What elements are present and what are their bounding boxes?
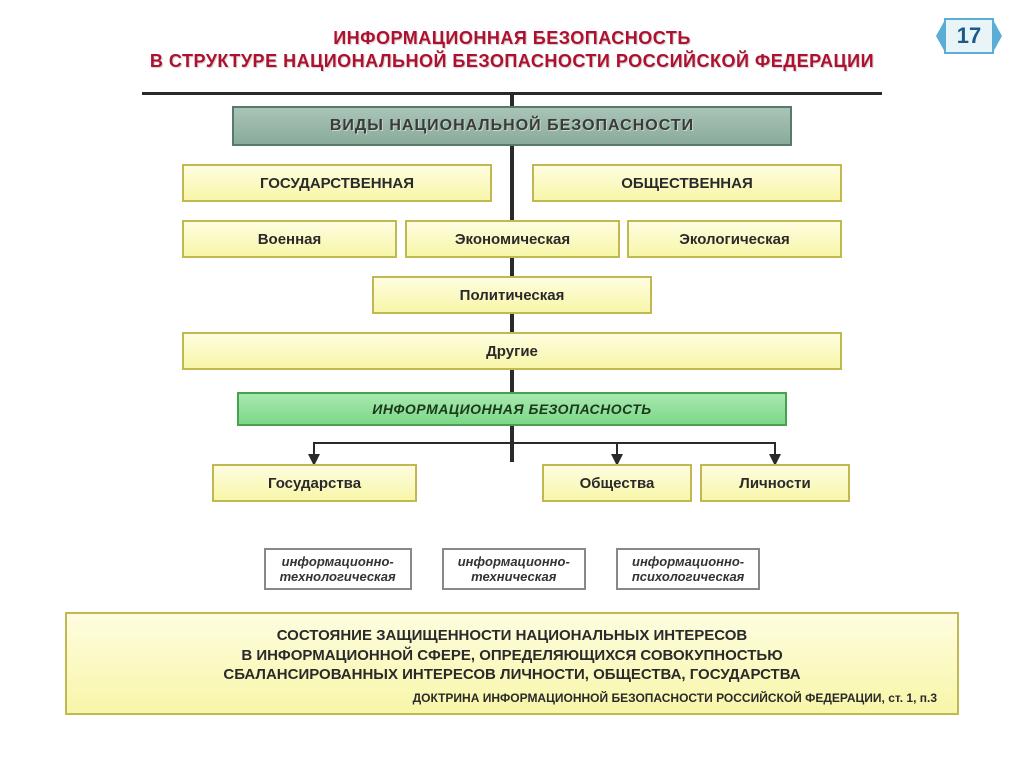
- box-state-obj: Государства: [212, 464, 417, 502]
- box-society: Общества: [542, 464, 692, 502]
- box-ecological: Экологическая: [627, 220, 842, 258]
- label-state-obj: Государства: [268, 475, 361, 492]
- slide-title: ИНФОРМАЦИОННАЯ БЕЗОПАСНОСТЬ В СТРУКТУРЕ …: [0, 0, 1024, 72]
- label-public: ОБЩЕСТВЕННАЯ: [621, 175, 752, 192]
- box-state: ГОСУДАРСТВЕННАЯ: [182, 164, 492, 202]
- definition-box: СОСТОЯНИЕ ЗАЩИЩЕННОСТИ НАЦИОНАЛЬНЫХ ИНТЕ…: [65, 612, 959, 715]
- label-ecological: Экологическая: [679, 231, 790, 248]
- box-person: Личности: [700, 464, 850, 502]
- subtype-tech-l2: технологическая: [280, 569, 396, 584]
- subtypes-row: информационно- технологическая информаци…: [132, 548, 892, 590]
- flowchart-diagram: ВИДЫ НАЦИОНАЛЬНОЙ БЕЗОПАСНОСТИ ГОСУДАРСТ…: [142, 92, 882, 532]
- subtype-technical: информационно- техническая: [442, 548, 586, 590]
- definition-text: СОСТОЯНИЕ ЗАЩИЩЕННОСТИ НАЦИОНАЛЬНЫХ ИНТЕ…: [87, 626, 937, 685]
- label-society: Общества: [580, 475, 655, 492]
- subtype-psych-l1: информационно-: [632, 554, 744, 569]
- subtype-psych-l2: психологическая: [632, 569, 745, 584]
- label-others: Другие: [486, 343, 538, 360]
- subtype-technical-l1: информационно-: [458, 554, 570, 569]
- header-label: ВИДЫ НАЦИОНАЛЬНОЙ БЕЗОПАСНОСТИ: [330, 117, 694, 135]
- infosec-horizontal-connector: [314, 442, 775, 444]
- label-political: Политическая: [460, 287, 565, 304]
- subtype-technical-l2: техническая: [471, 569, 556, 584]
- box-public: ОБЩЕСТВЕННАЯ: [532, 164, 842, 202]
- def-line1: СОСТОЯНИЕ ЗАЩИЩЕННОСТИ НАЦИОНАЛЬНЫХ ИНТЕ…: [277, 627, 748, 644]
- title-line1: ИНФОРМАЦИОННАЯ БЕЗОПАСНОСТЬ: [0, 28, 1024, 49]
- label-person: Личности: [739, 475, 810, 492]
- page-number: 17: [957, 23, 981, 49]
- subtype-tech-l1: информационно-: [282, 554, 394, 569]
- box-economic: Экономическая: [405, 220, 620, 258]
- box-military: Военная: [182, 220, 397, 258]
- label-infosec: ИНФОРМАЦИОННАЯ БЕЗОПАСНОСТЬ: [372, 401, 651, 417]
- title-line2: В СТРУКТУРЕ НАЦИОНАЛЬНОЙ БЕЗОПАСНОСТИ РО…: [0, 51, 1024, 72]
- label-economic: Экономическая: [455, 231, 570, 248]
- doctrine-citation: ДОКТРИНА ИНФОРМАЦИОННОЙ БЕЗОПАСНОСТИ РОС…: [87, 691, 937, 705]
- subtype-psych: информационно- психологическая: [616, 548, 761, 590]
- box-infosec: ИНФОРМАЦИОННАЯ БЕЗОПАСНОСТЬ: [237, 392, 787, 426]
- def-line2: В ИНФОРМАЦИОННОЙ СФЕРЕ, ОПРЕДЕЛЯЮЩИХСЯ С…: [241, 647, 782, 664]
- header-box: ВИДЫ НАЦИОНАЛЬНОЙ БЕЗОПАСНОСТИ: [232, 106, 792, 146]
- box-others: Другие: [182, 332, 842, 370]
- infosec-down-stub: [511, 426, 513, 442]
- page-number-badge: 17: [944, 18, 994, 54]
- label-military: Военная: [258, 231, 322, 248]
- def-line3: СБАЛАНСИРОВАННЫХ ИНТЕРЕСОВ ЛИЧНОСТИ, ОБЩ…: [223, 666, 800, 683]
- label-state: ГОСУДАРСТВЕННАЯ: [260, 175, 414, 192]
- box-political: Политическая: [372, 276, 652, 314]
- subtype-tech: информационно- технологическая: [264, 548, 412, 590]
